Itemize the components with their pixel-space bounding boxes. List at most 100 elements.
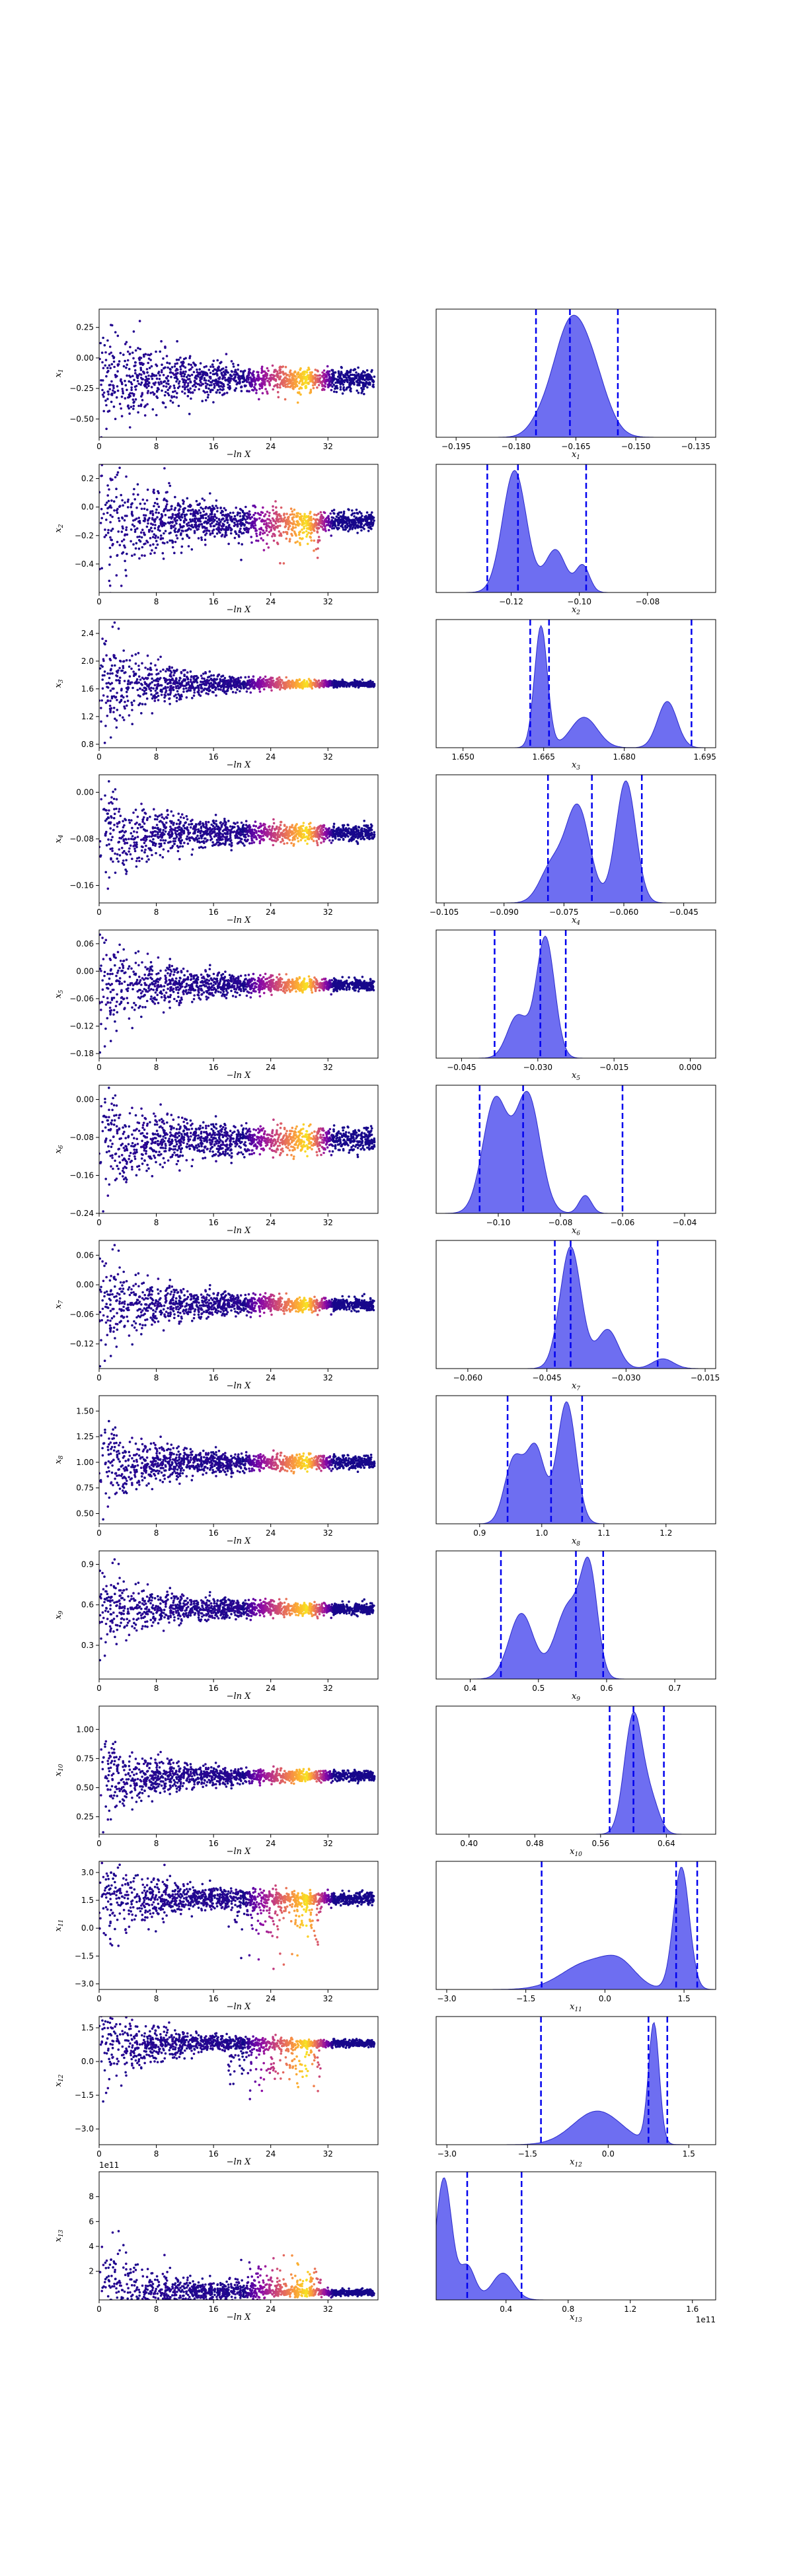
scatter-lnX-x1-xtick-label-0: 0 [96,442,102,451]
posterior-x5-xlabel: x5 [572,1071,580,1082]
scatter-lnX-x3-ylabel: x3 [54,679,65,688]
posterior-x7-xtick-label-3: −0.015 [691,1373,720,1382]
scatter-lnX-x13-ytick-label-0: 8 [89,2192,94,2201]
scatter-points-x12 [99,2017,376,2103]
posterior-x4-xtick-label-2: −0.075 [549,908,578,917]
posterior-x9-xtick-label-0: 0.4 [464,1684,476,1693]
posterior-x8-xtick-label-2: 1.1 [597,1528,610,1538]
posterior-x1-xtick-label-3: −0.150 [621,442,650,451]
scatter-lnX-x5-ytick-label-3: −0.12 [69,1022,94,1031]
posterior-frame-x6 [435,1085,716,1214]
scatter-lnX-x1-xtick-label-1: 8 [154,442,159,451]
scatter-lnX-x4-xtick-label-1: 8 [154,908,159,917]
posterior-panel-x12: −3.0 −1.5 0.0 1.5 x12 [435,2016,716,2168]
scatter-points-x1 [99,309,376,437]
scatter-lnX-x7-xtick-label-2: 16 [208,1373,218,1382]
scatter-lnX-x3-xtick-label-2: 16 [208,752,218,762]
trace-panel-x13: 0 8 16 24 32 8 6 4 2 −ln X x13 1e11 [54,2161,379,2322]
trace-frame-x3 [98,619,379,748]
posterior-x9-xtick-label-2: 0.6 [600,1684,613,1693]
scatter-lnX-x5-ytick-label-4: −0.18 [69,1049,94,1058]
scatter-lnX-x5-ylabel: x5 [54,989,65,998]
scatter-lnX-x12-ytick-label-0: 1.5 [81,2023,94,2032]
posterior-x5-xtick-label-2: −0.015 [599,1063,628,1072]
scatter-lnX-x10-ytick-label-2: 0.50 [76,1783,94,1792]
scatter-lnX-x8-xtick-label-1: 8 [154,1528,159,1538]
scatter-lnX-x12-xtick-label-2: 16 [208,2149,218,2159]
posterior-x2-xtick-label-2: −0.08 [635,597,660,606]
scatter-lnX-x12-ytick-label-3: −3.0 [75,2124,94,2133]
trace-panel-x12: 0 8 16 24 32 1.5 0.0 −1.5 −3.0 −ln X x12 [54,2016,379,2167]
posterior-x3-xlabel: x3 [572,760,580,771]
posterior-panel-x10: 0.40 0.48 0.56 0.64 x10 [435,1705,716,1858]
posterior-x1-xtick-label-4: −0.135 [681,442,710,451]
posterior-x11-xtick-label-0: −3.0 [437,1994,456,2003]
scatter-lnX-x1-ytick-label-0: 0.25 [76,323,94,332]
scatter-lnX-x11-ytick-label-0: 3.0 [81,1868,94,1877]
posterior-x13-xtick-label-0: 0.4 [500,2305,512,2314]
posterior-frame-x4 [435,774,716,904]
scatter-lnX-x11-ylabel: x11 [54,1919,65,1932]
scatter-lnX-x4-xtick-label-0: 0 [96,908,102,917]
scatter-lnX-x1-xlabel: −ln X [227,450,252,460]
scatter-lnX-x11-ytick-label-2: 0.0 [81,1923,94,1933]
posterior-x9-xlabel: x9 [572,1692,580,1703]
posterior-x4-xlabel: x4 [572,915,580,927]
posterior-x3-xtick-label-2: 1.680 [613,752,636,762]
scatter-lnX-x7-xtick-label-3: 24 [266,1373,276,1382]
posterior-x7-xtick-label-1: −0.045 [532,1373,561,1382]
scatter-lnX-x12-xtick-label-3: 24 [266,2149,276,2159]
scatter-lnX-x3-ytick-label-0: 2.4 [81,629,94,638]
scatter-lnX-x5-xtick-label-0: 0 [96,1063,102,1072]
posterior-x10-xtick-label-1: 0.48 [526,1839,544,1848]
posterior-x4-xtick-label-4: −0.045 [669,908,698,917]
posterior-x5-xtick-label-1: −0.030 [523,1063,552,1072]
trace-frame-x13 [98,2171,379,2301]
scatter-lnX-x8-xtick-label-3: 24 [266,1528,276,1538]
scatter-lnX-x6-xtick-label-1: 8 [154,1218,159,1227]
posterior-density-x6 [436,1091,716,1213]
scatter-lnX-x10-ytick-label-1: 0.75 [76,1754,94,1763]
scatter-lnX-x5-xtick-label-2: 16 [208,1063,218,1072]
scatter-lnX-x3-ytick-label-2: 1.6 [81,684,94,694]
posterior-x1-xtick-label-1: −0.180 [502,442,531,451]
posterior-x12-xtick-label-2: 0.0 [602,2149,615,2159]
posterior-x12-xlabel: x12 [570,2157,582,2168]
scatter-lnX-x10-xtick-label-2: 16 [208,1839,218,1848]
scatter-lnX-x7-xtick-label-0: 0 [96,1373,102,1382]
posterior-x12-xtick-label-1: −1.5 [518,2149,537,2159]
posterior-frame-x2 [435,464,716,593]
trace-panel-x6: 0 8 16 24 32 0.00 −0.08 −0.16 −0.24 −ln X x6 [54,1085,379,1236]
trace-panel-x3: 0 8 16 24 32 2.4 2.0 1.6 1.2 0.8 −ln X x3 [54,619,379,770]
scatter-lnX-x7-ytick-label-0: 0.06 [76,1250,94,1260]
posterior-density-x12 [436,2022,716,2145]
scatter-lnX-x8-ytick-label-2: 1.00 [76,1458,94,1467]
posterior-x13-offset: 1e11 [696,2315,716,2324]
scatter-lnX-x5-ytick-label-2: −0.06 [69,994,94,1003]
posterior-x6-xtick-label-0: −0.10 [486,1218,511,1227]
trace-panel-x10: 0 8 16 24 32 1.00 0.75 0.50 0.25 −ln X x10 [54,1705,379,1857]
scatter-lnX-x9-xtick-label-2: 16 [208,1684,218,1693]
scatter-points-x11 [99,1861,375,1970]
trace-panel-x5: 0 8 16 24 32 0.06 0.00 −0.06 −0.12 −0.18 −ln X x5 [54,929,379,1081]
scatter-lnX-x2-ylabel: x2 [54,524,65,532]
scatter-lnX-x13-xtick-label-3: 24 [266,2305,276,2314]
scatter-points-x8 [99,1419,376,1521]
posterior-x8-xlabel: x8 [572,1536,580,1548]
scatter-points-x2 [99,464,375,592]
scatter-lnX-x6-ytick-label-0: 0.00 [76,1095,94,1104]
trace-panel-x8: 0 8 16 24 32 1.50 1.25 1.00 0.75 0.50 −ln X x8 [54,1395,379,1546]
posterior-x2-xtick-label-1: −0.10 [567,597,591,606]
trace-frame-x5 [98,929,379,1059]
trace-panel-x9: 0 8 16 24 32 0.9 0.6 0.3 −ln X x9 [54,1550,379,1701]
scatter-lnX-x12-xtick-label-1: 8 [154,2149,159,2159]
scatter-lnX-x8-ylabel: x8 [54,1455,65,1464]
trace-frame-x12 [98,2016,379,2145]
scatter-lnX-x11-xtick-label-1: 8 [154,1994,159,2003]
scatter-lnX-x2-xtick-label-0: 0 [96,597,102,606]
scatter-lnX-x13-xlabel: −ln X [227,2312,252,2322]
posterior-x13-xtick-label-1: 0.8 [562,2305,574,2314]
scatter-lnX-x13-xtick-label-1: 8 [154,2305,159,2314]
scatter-lnX-x6-xtick-label-0: 0 [96,1218,102,1227]
